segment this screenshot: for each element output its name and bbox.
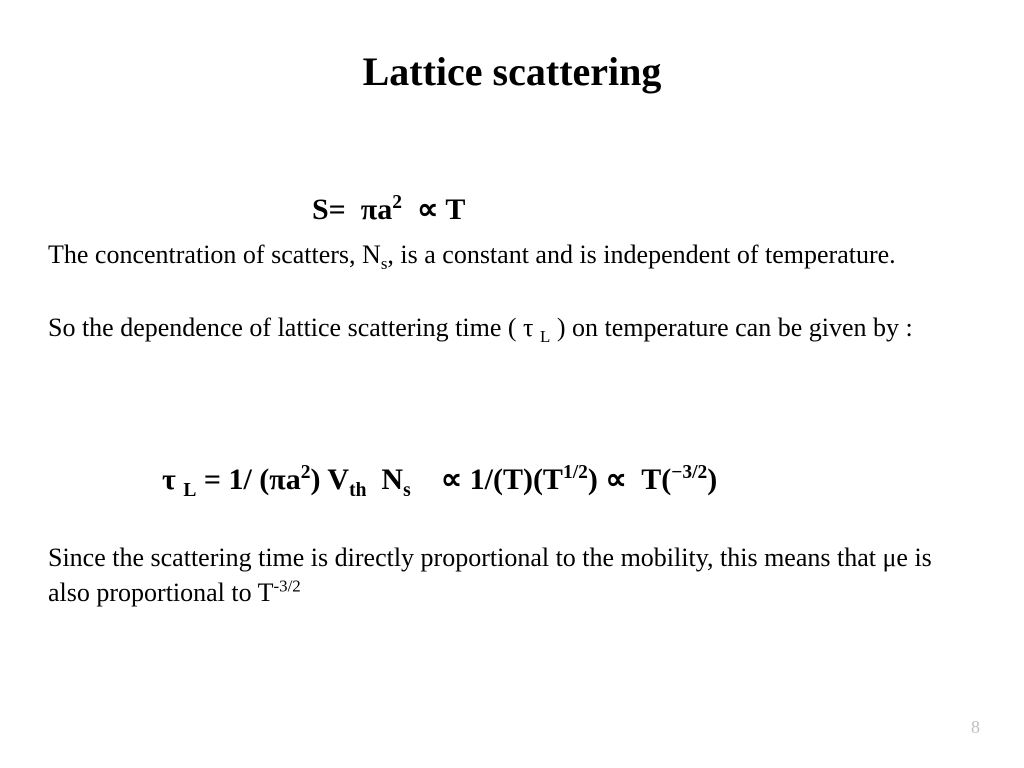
paragraph-dependence: So the dependence of lattice scattering …	[48, 310, 978, 349]
eq-text: ) V	[310, 463, 349, 496]
paragraph-mobility: Since the scattering time is directly pr…	[48, 540, 978, 610]
eq-sup: 2	[301, 462, 311, 483]
equation-tau: τ L = 1/ (πa2) Vth Ns ∝ 1/(T)(T1/2) ∝ T(…	[132, 428, 717, 536]
page-title: Lattice scattering	[0, 48, 1024, 95]
body-sub: L	[540, 327, 550, 346]
eq-sub: L	[183, 480, 196, 501]
eq-sup: 1/2	[563, 462, 588, 483]
slide: Lattice scattering S= πa2 ∝ T The concen…	[0, 0, 1024, 768]
eq-text: τ	[162, 463, 183, 496]
eq-sup: −3/2	[671, 462, 707, 483]
body-text: Since the scattering time is directly pr…	[48, 543, 932, 607]
page-number: 8	[971, 717, 980, 738]
eq-text: N	[366, 463, 403, 496]
body-text: So the dependence of lattice scattering …	[48, 313, 540, 342]
eq-sub: s	[403, 480, 411, 501]
eq-text: S= πa	[312, 193, 392, 226]
eq-sub: th	[349, 480, 366, 501]
eq-text: )	[707, 463, 717, 496]
body-text: ) on temperature can be given by :	[550, 313, 912, 342]
body-text: , is a constant and is independent of te…	[387, 240, 895, 269]
body-sup: -3/2	[274, 576, 301, 595]
eq-text: ∝ T	[402, 193, 465, 226]
eq-sup: 2	[392, 192, 402, 213]
eq-text: ) ∝ T(	[588, 463, 671, 496]
body-text: The concentration of scatters, N	[48, 240, 381, 269]
paragraph-concentration: The concentration of scatters, Ns, is a …	[48, 238, 978, 275]
eq-text: ∝ 1/(T)(T	[411, 463, 563, 496]
eq-text: = 1/ (πa	[196, 463, 300, 496]
